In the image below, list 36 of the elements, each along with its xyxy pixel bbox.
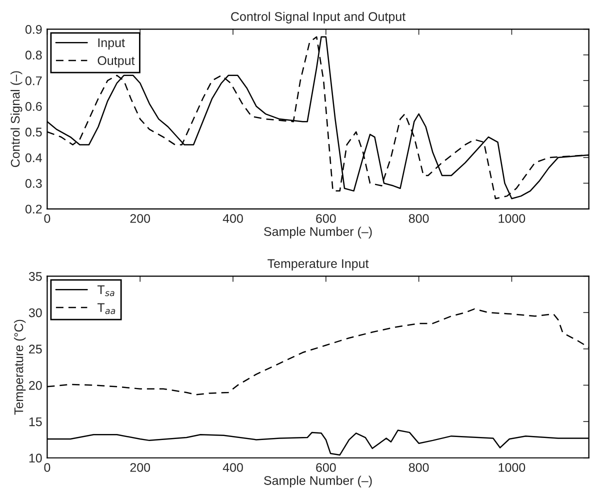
y-tick-label: 0.2 [25, 204, 42, 214]
y-tick-label: 0.4 [25, 153, 42, 162]
x-axis-title: Sample Number (–) [264, 476, 372, 488]
x-axis-title: Sample Number (–) [264, 226, 372, 238]
chart-title: Temperature Input [268, 259, 369, 270]
x-tick-label: 600 [316, 214, 336, 223]
y-tick-label: 0.8 [25, 50, 42, 60]
y-tick-label: 15 [29, 417, 42, 426]
y-tick-label: 20 [29, 381, 42, 390]
x-tick-label: 800 [408, 463, 429, 472]
x-tick-label: 1000 [498, 214, 526, 223]
y-axis-title: Control Signal (–) [10, 71, 22, 168]
x-tick-label: 0 [44, 214, 50, 223]
legend-label: T$_{sa}$ [97, 285, 114, 296]
x-tick-label: 600 [316, 463, 336, 472]
y-tick-label: 0.7 [25, 76, 42, 86]
legend-label: Output [98, 56, 135, 68]
y-tick-label: 35 [28, 272, 42, 281]
y-tick-label: 0.9 [25, 25, 42, 34]
y-tick-label: 30 [28, 308, 42, 318]
y-tick-label: 10 [29, 454, 42, 463]
x-tick-label: 1000 [498, 463, 526, 472]
legend-label: T$_{aa}$ [97, 303, 116, 314]
x-tick-label: 0 [44, 463, 50, 472]
x-tick-label: 800 [408, 214, 429, 223]
x-tick-label: 400 [222, 214, 243, 223]
y-tick-label: 0.3 [25, 179, 42, 188]
chart-title: Control Signal Input and Output [231, 12, 406, 24]
y-tick-label: 0.6 [25, 102, 42, 111]
y-tick-label: 25 [29, 344, 42, 354]
x-tick-label: 200 [130, 214, 150, 223]
y-axis-title: Temperature (°C) [14, 320, 26, 415]
y-tick-label: 0.5 [25, 128, 42, 137]
x-tick-label: 400 [222, 463, 243, 472]
legend-label: Input [98, 38, 125, 50]
x-tick-label: 200 [130, 463, 150, 472]
